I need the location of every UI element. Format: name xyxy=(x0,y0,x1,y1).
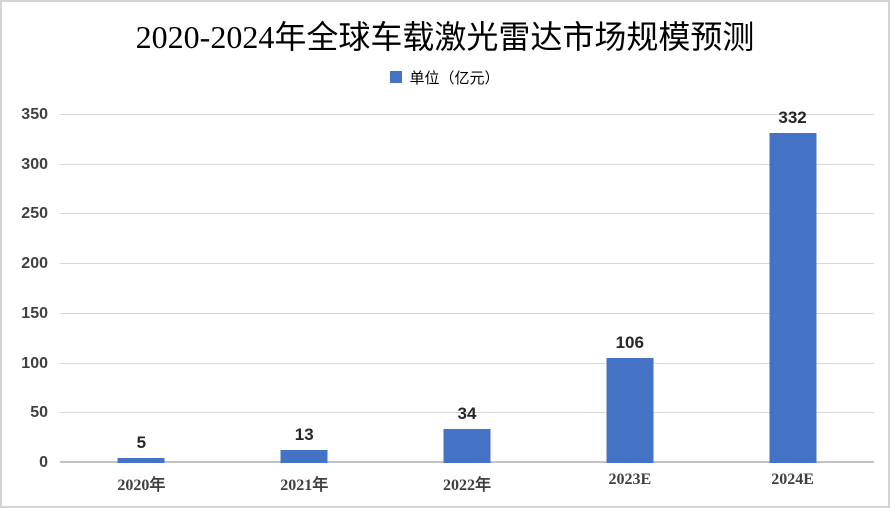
x-tick-label: 2022年 xyxy=(442,477,491,494)
bar-value-label: 13 xyxy=(294,425,314,445)
legend-marker-icon xyxy=(390,71,403,83)
plot-area: 5 13 34 106 332 xyxy=(60,108,874,463)
legend-label: 单位（亿元） xyxy=(409,70,500,87)
bar-value-label: 106 xyxy=(615,332,644,352)
y-tick-label: 200 xyxy=(21,255,48,273)
gridline xyxy=(60,312,874,314)
x-tick-label: 2024E xyxy=(771,471,814,488)
y-tick-label: 350 xyxy=(21,106,48,123)
gridline xyxy=(60,412,874,414)
gridline xyxy=(60,362,874,364)
y-tick-label: 0 xyxy=(39,454,48,471)
bar xyxy=(280,450,328,463)
y-axis-labels: 0 50 100 150 200 250 300 350 xyxy=(2,106,48,471)
bar xyxy=(606,357,654,463)
x-tick-label: 2021年 xyxy=(280,477,329,494)
gridline xyxy=(60,114,874,115)
bar-group: 106 xyxy=(548,115,711,463)
bar-group: 5 xyxy=(60,115,223,463)
gridline xyxy=(60,213,874,215)
x-tick-label: 2023E xyxy=(608,471,652,488)
chart-title: 2020-2024年全球车载激光雷达市场规模预测 xyxy=(135,19,755,55)
y-tick-label: 50 xyxy=(30,404,48,422)
y-tick-label: 100 xyxy=(21,354,48,372)
bar-value-label: 5 xyxy=(136,433,147,453)
gridline xyxy=(60,163,874,165)
y-tick-label: 300 xyxy=(21,155,48,173)
bar-value-label: 34 xyxy=(457,404,477,424)
y-tick-label: 150 xyxy=(21,304,48,322)
bar-value-label: 332 xyxy=(778,107,807,127)
bars: 5 13 34 106 332 xyxy=(60,108,874,463)
gridline xyxy=(60,263,874,265)
y-tick-label: 250 xyxy=(21,205,48,223)
x-tick-label: 2020年 xyxy=(117,477,166,494)
bar-group: 34 xyxy=(386,115,549,463)
bar xyxy=(117,458,165,463)
bar-group: 332 xyxy=(711,108,874,463)
bar xyxy=(443,429,491,463)
x-axis-labels: 2020年 2021年 2022年 2023E 2024E xyxy=(60,471,874,495)
legend: 单位（亿元） xyxy=(2,66,888,88)
bar xyxy=(769,132,817,463)
bar-group: 13 xyxy=(223,115,386,463)
